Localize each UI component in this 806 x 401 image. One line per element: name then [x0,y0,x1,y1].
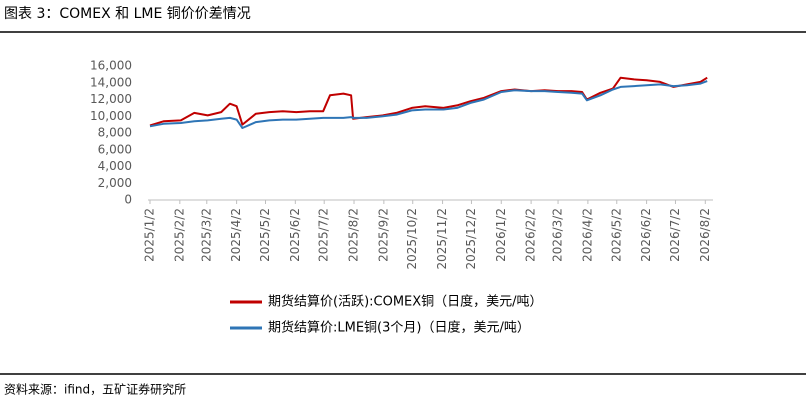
y-tick-label: 4,000 [98,159,132,173]
y-tick-label: 2,000 [98,176,132,190]
x-tick-label: 2025/7/2 [317,208,331,262]
x-tick-label: 2025/8/2 [347,208,361,262]
x-tick-label: 2025/5/2 [258,208,272,262]
chart-title: 图表 3：COMEX 和 LME 铜价价差情况 [4,6,251,22]
x-tick-label: 2026/3/2 [551,208,565,262]
y-tick-label: 16,000 [90,59,132,73]
y-tick-label: 8,000 [98,126,132,140]
x-tick-label: 2025/9/2 [376,208,390,262]
x-tick-label: 2026/5/2 [609,208,623,262]
x-tick-label: 2026/8/2 [698,208,712,262]
x-tick-label: 2025/1/2 [143,208,157,262]
y-tick-label: 10,000 [90,109,132,123]
x-tick-label: 2026/1/2 [494,208,508,262]
x-tick-label: 2025/2/2 [172,208,186,262]
y-tick-label: 12,000 [90,92,132,106]
x-tick-label: 2025/10/2 [405,208,419,270]
x-tick-label: 2026/2/2 [524,208,538,262]
x-tick-label: 2026/7/2 [668,208,682,262]
legend-label: 期货结算价:LME铜(3个月)（日度，美元/吨） [268,320,530,336]
y-tick-label: 0 [124,193,132,207]
x-tick-label: 2025/6/2 [288,208,302,262]
y-tick-label: 14,000 [90,75,132,89]
source: 资料来源：ifind，五矿证券研究所 [4,382,186,397]
x-tick-label: 2025/4/2 [229,208,243,262]
x-tick-label: 2025/12/2 [464,208,478,270]
series-line [149,76,708,127]
legend-label: 期货结算价(活跃):COMEX铜（日度，美元/吨） [268,294,543,310]
x-tick-label: 2025/11/2 [435,208,449,270]
x-tick-label: 2026/4/2 [580,208,594,262]
x-tick-label: 2025/3/2 [199,208,213,262]
y-tick-label: 6,000 [98,142,132,156]
x-tick-label: 2026/6/2 [639,208,653,262]
series-line [149,80,708,129]
